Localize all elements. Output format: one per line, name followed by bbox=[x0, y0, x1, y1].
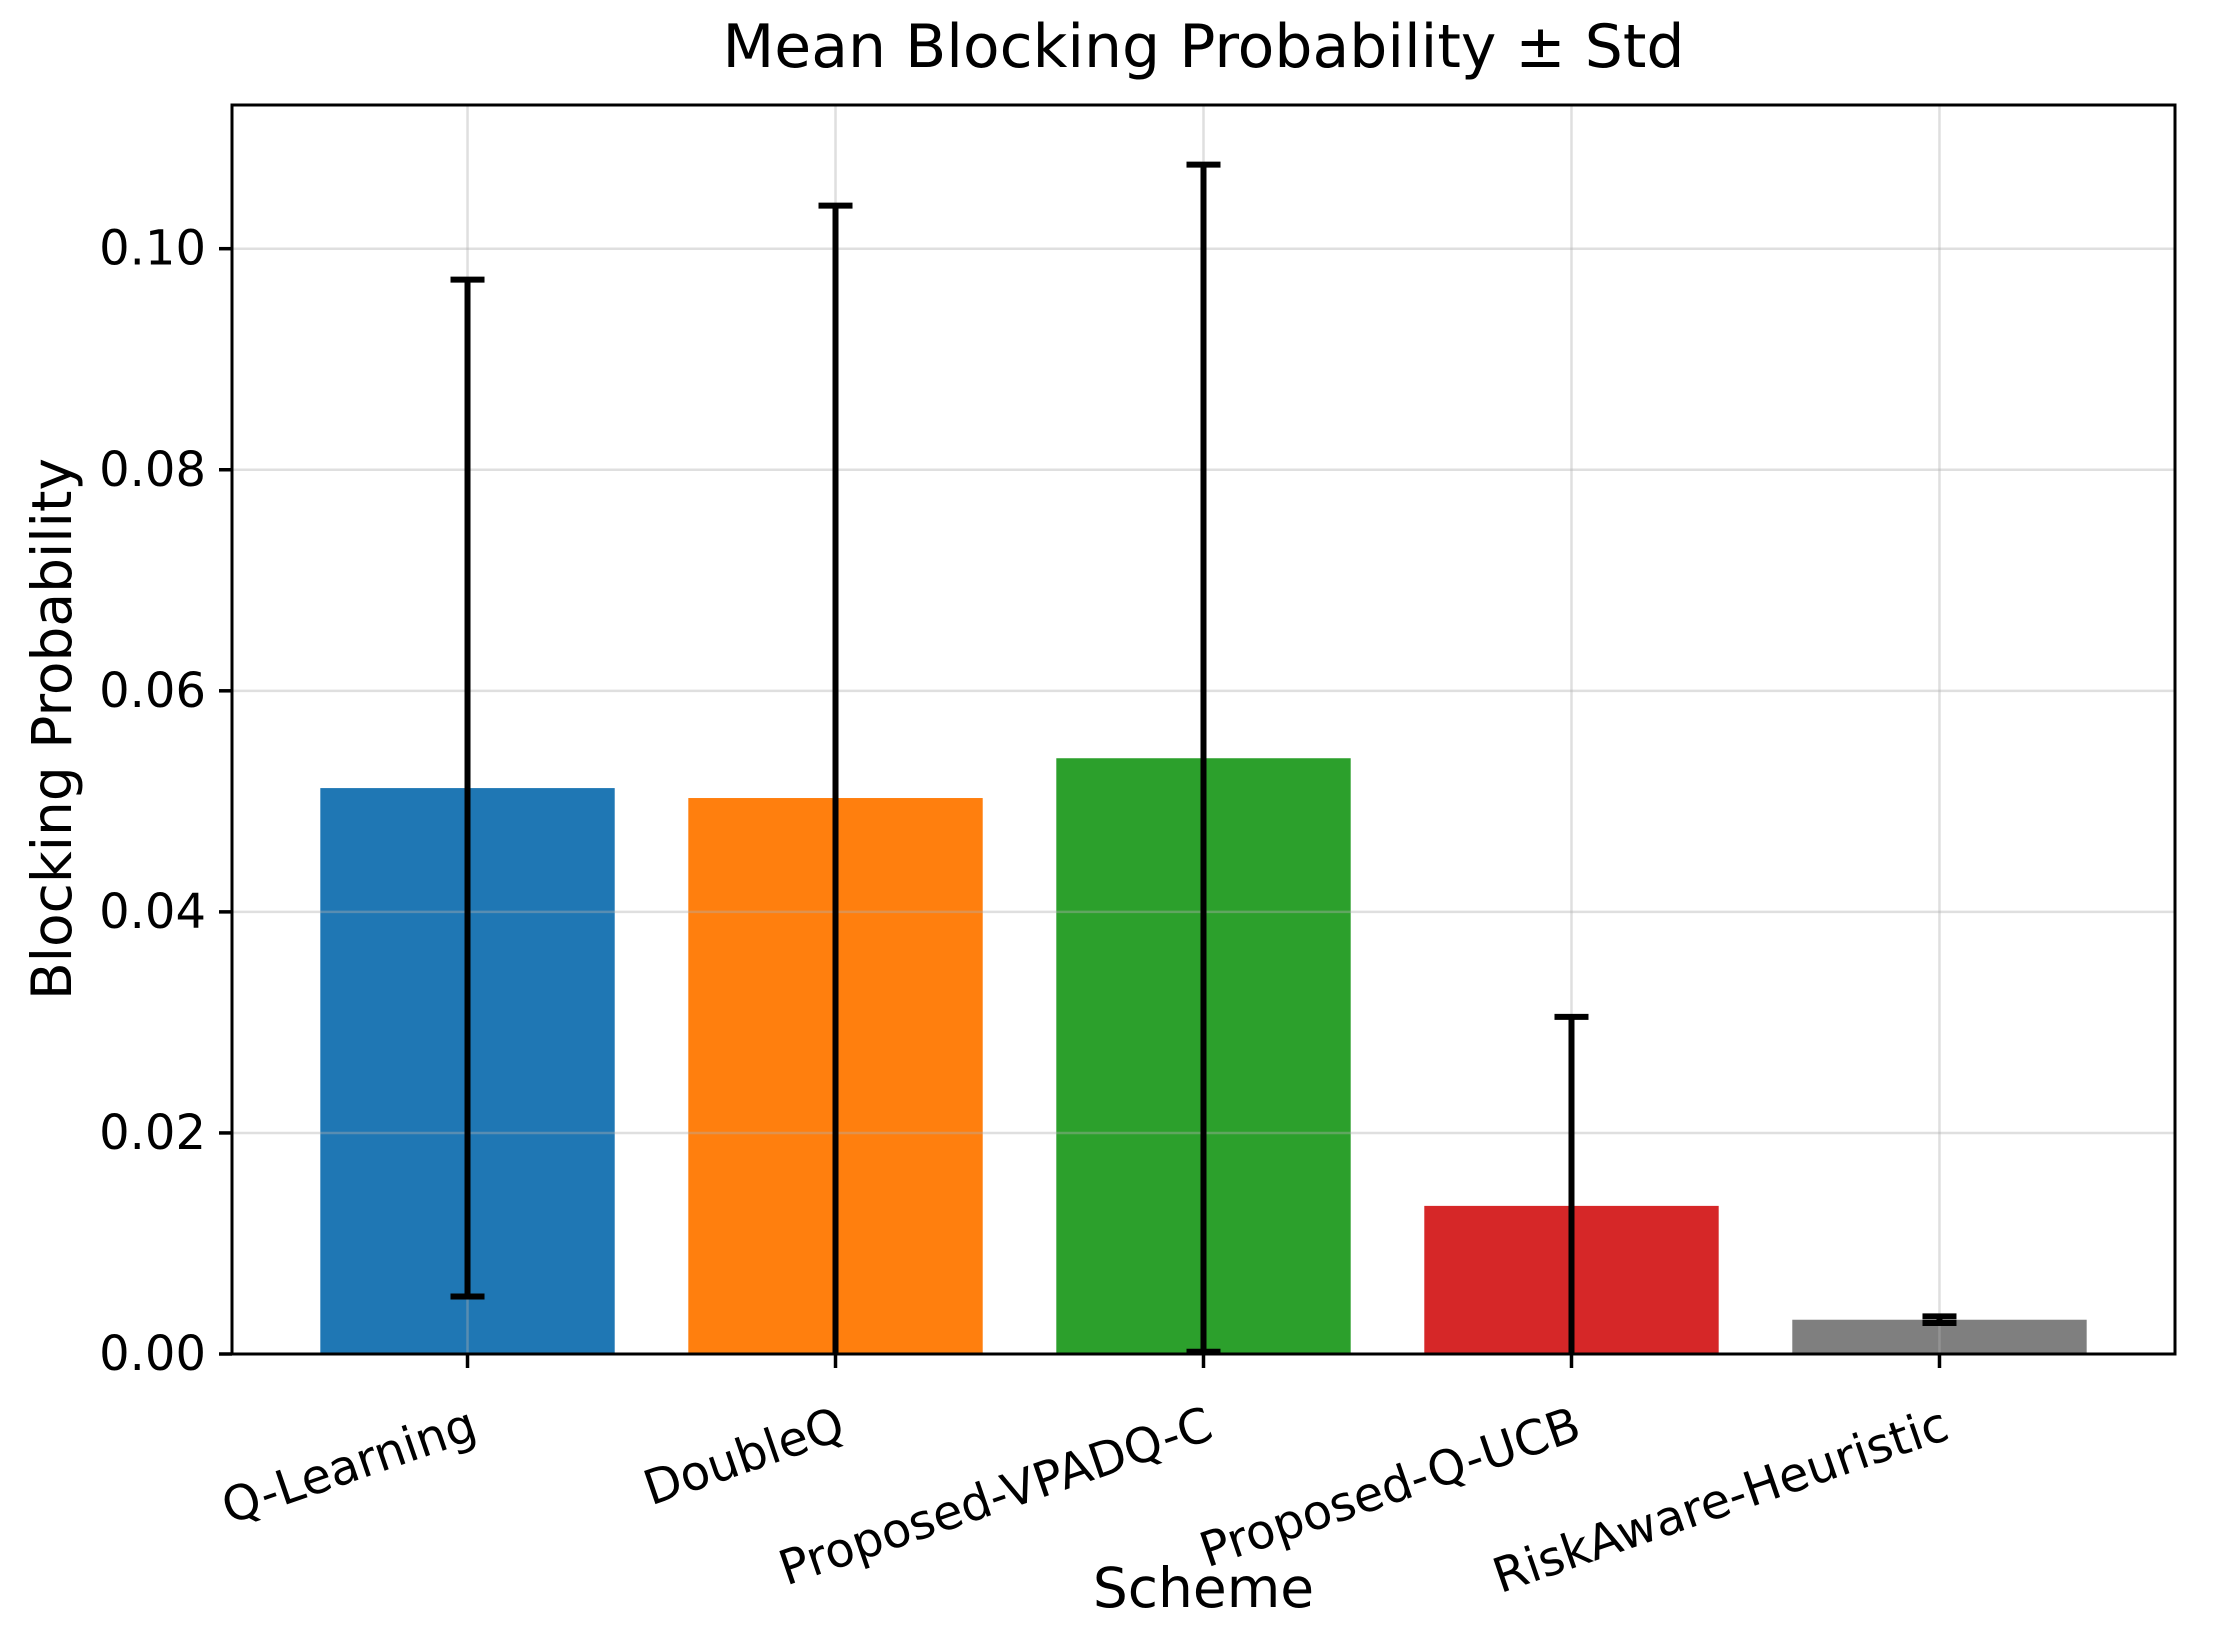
y-tick-label: 0.08 bbox=[99, 442, 206, 498]
chart-title: Mean Blocking Probability ± Std bbox=[722, 12, 1685, 82]
x-tick-label-doubleq: DoubleQ bbox=[637, 1396, 852, 1517]
y-tick-label: 0.06 bbox=[99, 663, 206, 719]
y-tick-label: 0.10 bbox=[99, 221, 206, 277]
y-tick-label: 0.00 bbox=[99, 1326, 206, 1382]
y-tick-label: 0.04 bbox=[99, 884, 206, 940]
x-tick-label-q-learning: Q-Learning bbox=[215, 1396, 484, 1535]
x-axis-label: Scheme bbox=[1092, 1556, 1315, 1620]
y-tick-label: 0.02 bbox=[99, 1105, 206, 1161]
y-axis-label: Blocking Probability bbox=[20, 457, 84, 1001]
